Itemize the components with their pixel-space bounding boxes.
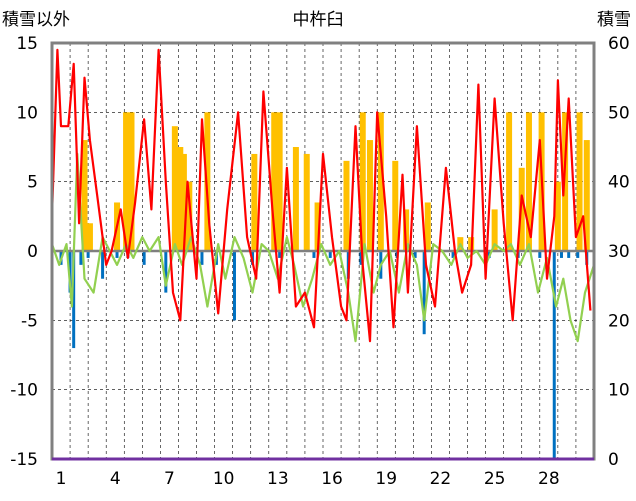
x-tick-label: 13 xyxy=(267,469,289,489)
y-tick-right-label: 0 xyxy=(608,450,619,470)
precip-bar xyxy=(232,251,236,321)
snow-depth-bar xyxy=(377,112,384,251)
plot-frame xyxy=(50,41,596,461)
precip-bar xyxy=(86,251,90,258)
snow-depth-bar xyxy=(525,112,532,251)
precip-bar xyxy=(142,251,146,265)
precip-bar xyxy=(200,251,204,265)
snow-depth-bar xyxy=(314,202,321,251)
precip-bar xyxy=(101,251,105,279)
y-tick-left-label: -15 xyxy=(10,450,38,470)
snow-depth-bar xyxy=(123,112,130,251)
y-tick-right-label: 20 xyxy=(608,311,630,331)
x-ticks: 1 4 7 10 13 16 19 22 25 28 xyxy=(56,469,560,489)
precip-bar xyxy=(413,251,417,258)
chart-title: 中杵臼 xyxy=(293,10,344,30)
snow-depth-bar xyxy=(292,147,299,251)
precip-bar xyxy=(451,251,455,258)
y-tick-right-label: 60 xyxy=(608,34,630,54)
snow-depth-bar xyxy=(86,223,93,251)
snow-depth-bar xyxy=(554,181,561,251)
x-tick-label: 16 xyxy=(321,469,343,489)
precip-bar xyxy=(422,251,426,335)
precip-bar xyxy=(79,251,83,265)
snow-depth-bar xyxy=(271,112,278,251)
snow-depth-bar xyxy=(81,140,88,251)
y-ticks-left: 15 10 5 0 -5 -10 -15 xyxy=(10,34,38,470)
snow-depth-bar xyxy=(359,112,366,251)
y-axis-left-label: 積雪以外 xyxy=(2,10,70,30)
precip-bar xyxy=(567,251,571,258)
snow-depth-bar xyxy=(576,112,583,251)
y-ticks-right: 60 50 40 30 20 10 0 xyxy=(608,34,630,470)
y-tick-left-label: -10 xyxy=(10,381,38,401)
snow-depth-bar xyxy=(366,140,373,251)
max-temp-line xyxy=(50,48,592,343)
snow-depth-bar xyxy=(180,153,187,251)
precip-bar xyxy=(72,251,76,349)
snow-depth-bar xyxy=(343,160,350,251)
x-tick-label: 25 xyxy=(484,469,506,489)
precip-bar xyxy=(312,251,316,258)
x-tick-label: 7 xyxy=(164,469,175,489)
y-tick-left-label: 15 xyxy=(16,34,38,54)
precip-bar xyxy=(559,251,563,258)
snow-depth-bar xyxy=(276,112,283,251)
snow-depth-bar xyxy=(177,147,184,251)
y-tick-right-label: 50 xyxy=(608,103,630,123)
precip-bar xyxy=(278,251,282,258)
snow-depth-bar xyxy=(128,112,135,251)
precip-bar xyxy=(115,251,119,258)
precip-bar xyxy=(552,251,556,459)
grid xyxy=(52,43,594,459)
snow-depth-bar xyxy=(303,153,310,251)
precip-bar xyxy=(164,251,168,293)
snow-depth-bar xyxy=(424,202,431,251)
x-tick-label: 19 xyxy=(375,469,397,489)
precip-bar xyxy=(328,251,332,258)
snow-depth-bar xyxy=(186,181,193,251)
x-tick-label: 10 xyxy=(213,469,235,489)
y-tick-right-label: 30 xyxy=(608,242,630,262)
x-tick-label: 4 xyxy=(110,469,121,489)
y-tick-right-label: 40 xyxy=(608,173,630,193)
series-lines xyxy=(50,48,596,343)
snow-depth-bar xyxy=(491,209,498,251)
snow-depth-bar xyxy=(251,153,258,251)
precip-bar xyxy=(359,251,363,265)
snow-depth-bar xyxy=(392,160,399,251)
snow-depth-bar xyxy=(506,112,513,251)
x-tick-label: 28 xyxy=(538,469,560,489)
y-tick-left-label: 0 xyxy=(27,242,38,262)
precip-bar xyxy=(68,251,72,293)
snow-depth-bar xyxy=(583,140,590,251)
x-tick-label: 22 xyxy=(430,469,452,489)
y-tick-left-label: -5 xyxy=(21,311,38,331)
x-tick-label: 1 xyxy=(56,469,67,489)
precip-bar xyxy=(576,251,580,258)
precip-bar xyxy=(538,251,542,258)
y-tick-left-label: 10 xyxy=(16,103,38,123)
y-tick-right-label: 10 xyxy=(608,381,630,401)
y-axis-right-label: 積雪 xyxy=(597,10,631,30)
y-tick-left-label: 5 xyxy=(27,173,38,193)
snow-depth-bar xyxy=(171,126,178,251)
